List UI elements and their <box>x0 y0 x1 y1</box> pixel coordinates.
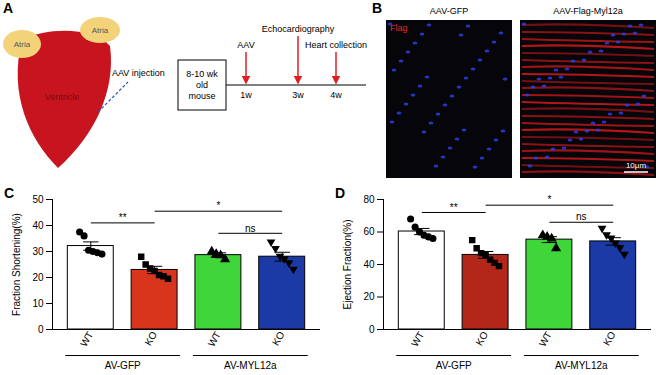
svg-text:mouse: mouse <box>188 91 215 101</box>
svg-text:WT: WT <box>537 330 554 349</box>
svg-text:Atria: Atria <box>92 26 109 35</box>
svg-text:AAV-Flag-Myl12a: AAV-Flag-Myl12a <box>553 6 622 16</box>
svg-text:0: 0 <box>369 324 375 335</box>
svg-text:4w: 4w <box>330 90 342 100</box>
svg-text:20: 20 <box>32 272 44 283</box>
svg-text:1w: 1w <box>240 90 252 100</box>
html-text:C: C <box>4 185 15 201</box>
svg-text:Atria: Atria <box>14 40 31 49</box>
svg-text:old: old <box>196 80 208 90</box>
svg-text:AAV: AAV <box>237 40 254 50</box>
svg-text:WT: WT <box>409 330 426 349</box>
svg-text:*: * <box>547 194 551 205</box>
svg-text:0: 0 <box>38 324 44 335</box>
svg-text:AV-GFP: AV-GFP <box>105 360 141 371</box>
svg-text:AAV injection: AAV injection <box>112 68 165 78</box>
svg-text:40: 40 <box>363 259 375 270</box>
svg-text:30: 30 <box>32 246 44 257</box>
svg-text:B: B <box>372 0 382 16</box>
svg-text:10: 10 <box>32 298 44 309</box>
svg-text:Flag: Flag <box>390 23 408 33</box>
svg-text:60: 60 <box>363 226 375 237</box>
svg-text:KO: KO <box>270 329 287 347</box>
html-text:D: D <box>335 185 346 201</box>
svg-text:**: ** <box>450 202 458 213</box>
svg-text:*: * <box>216 200 220 211</box>
svg-text:Echocardiography: Echocardiography <box>262 24 335 34</box>
svg-text:40: 40 <box>32 220 44 231</box>
svg-text:Ventricle: Ventricle <box>45 92 80 102</box>
svg-text:Fraction Shortening(%): Fraction Shortening(%) <box>11 213 22 316</box>
svg-text:A: A <box>3 0 13 16</box>
svg-text:**: ** <box>119 212 127 223</box>
svg-text:20: 20 <box>363 291 375 302</box>
svg-text:WT: WT <box>206 330 223 349</box>
svg-text:WT: WT <box>78 330 95 349</box>
svg-text:50: 50 <box>32 194 44 205</box>
svg-text:10μm: 10μm <box>626 161 647 170</box>
svg-text:KO: KO <box>142 329 159 347</box>
svg-text:KO: KO <box>601 329 618 347</box>
svg-text:AV-GFP: AV-GFP <box>436 360 472 371</box>
svg-text:AV-MYL12a: AV-MYL12a <box>224 360 277 371</box>
svg-text:3w: 3w <box>292 90 304 100</box>
svg-text:80: 80 <box>363 194 375 205</box>
svg-text:8-10 wk: 8-10 wk <box>186 69 218 79</box>
svg-text:Ejection Fraction(%): Ejection Fraction(%) <box>342 219 353 309</box>
svg-text:ns: ns <box>576 211 587 222</box>
svg-text:KO: KO <box>473 329 490 347</box>
svg-text:Heart collection: Heart collection <box>305 40 367 50</box>
svg-text:AV-MYL12a: AV-MYL12a <box>555 360 608 371</box>
svg-text:AAV-GFP: AAV-GFP <box>430 6 468 16</box>
svg-text:ns: ns <box>245 223 256 234</box>
